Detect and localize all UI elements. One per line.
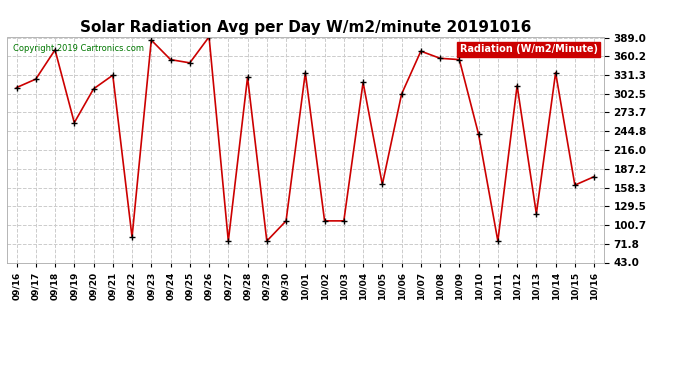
Text: Copyright 2019 Cartronics.com: Copyright 2019 Cartronics.com xyxy=(13,44,144,53)
Text: Radiation (W/m2/Minute): Radiation (W/m2/Minute) xyxy=(460,44,598,54)
Title: Solar Radiation Avg per Day W/m2/minute 20191016: Solar Radiation Avg per Day W/m2/minute … xyxy=(79,20,531,35)
